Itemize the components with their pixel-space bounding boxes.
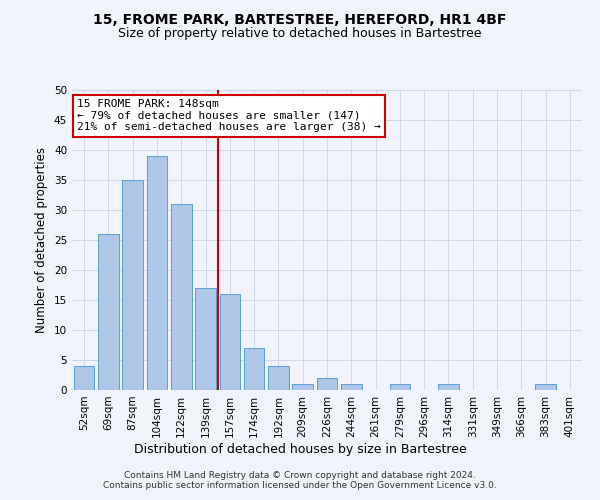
Bar [389,384,410,390]
Text: Contains HM Land Registry data © Crown copyright and database right 2024.
Contai: Contains HM Land Registry data © Crown c… [103,470,497,490]
Bar [98,234,119,390]
Text: Size of property relative to detached houses in Bartestree: Size of property relative to detached ho… [118,28,482,40]
Bar [244,348,265,390]
Bar [292,384,313,390]
Bar [122,180,143,390]
Bar [268,366,289,390]
Text: Distribution of detached houses by size in Bartestree: Distribution of detached houses by size … [134,442,466,456]
Bar [317,378,337,390]
Y-axis label: Number of detached properties: Number of detached properties [35,147,49,333]
Text: 15 FROME PARK: 148sqm
← 79% of detached houses are smaller (147)
21% of semi-det: 15 FROME PARK: 148sqm ← 79% of detached … [77,99,381,132]
Bar [220,294,240,390]
Bar [535,384,556,390]
Text: 15, FROME PARK, BARTESTREE, HEREFORD, HR1 4BF: 15, FROME PARK, BARTESTREE, HEREFORD, HR… [94,12,506,26]
Bar [195,288,216,390]
Bar [341,384,362,390]
Bar [438,384,459,390]
Bar [171,204,191,390]
Bar [74,366,94,390]
Bar [146,156,167,390]
